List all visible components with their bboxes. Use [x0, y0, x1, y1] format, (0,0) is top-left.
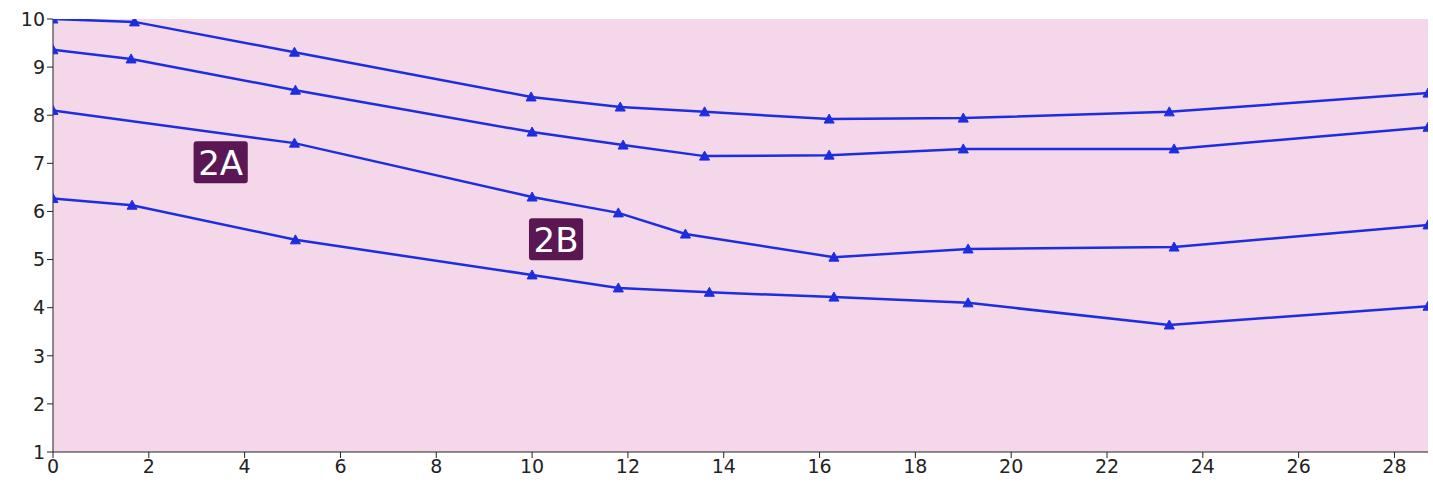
svg-text:4: 4 [33, 296, 45, 318]
svg-text:2A: 2A [198, 143, 243, 183]
svg-text:6: 6 [334, 455, 346, 477]
svg-text:2: 2 [33, 393, 45, 415]
svg-text:18: 18 [903, 455, 927, 477]
svg-text:10: 10 [21, 8, 45, 30]
svg-text:5: 5 [33, 248, 45, 270]
svg-text:14: 14 [712, 455, 736, 477]
svg-text:4: 4 [239, 455, 251, 477]
svg-text:26: 26 [1287, 455, 1311, 477]
svg-text:6: 6 [33, 200, 45, 222]
svg-text:12: 12 [616, 455, 640, 477]
svg-text:1: 1 [33, 441, 45, 463]
svg-text:9: 9 [33, 56, 45, 78]
svg-text:20: 20 [999, 455, 1023, 477]
svg-text:3: 3 [33, 345, 45, 367]
svg-text:28: 28 [1382, 455, 1406, 477]
svg-text:0: 0 [47, 455, 59, 477]
svg-text:8: 8 [33, 104, 45, 126]
svg-text:2B: 2B [534, 220, 579, 260]
svg-text:10: 10 [520, 455, 544, 477]
svg-text:24: 24 [1191, 455, 1215, 477]
svg-text:7: 7 [33, 152, 45, 174]
svg-text:2: 2 [143, 455, 155, 477]
svg-text:22: 22 [1095, 455, 1119, 477]
svg-text:16: 16 [807, 455, 831, 477]
svg-text:8: 8 [430, 455, 442, 477]
